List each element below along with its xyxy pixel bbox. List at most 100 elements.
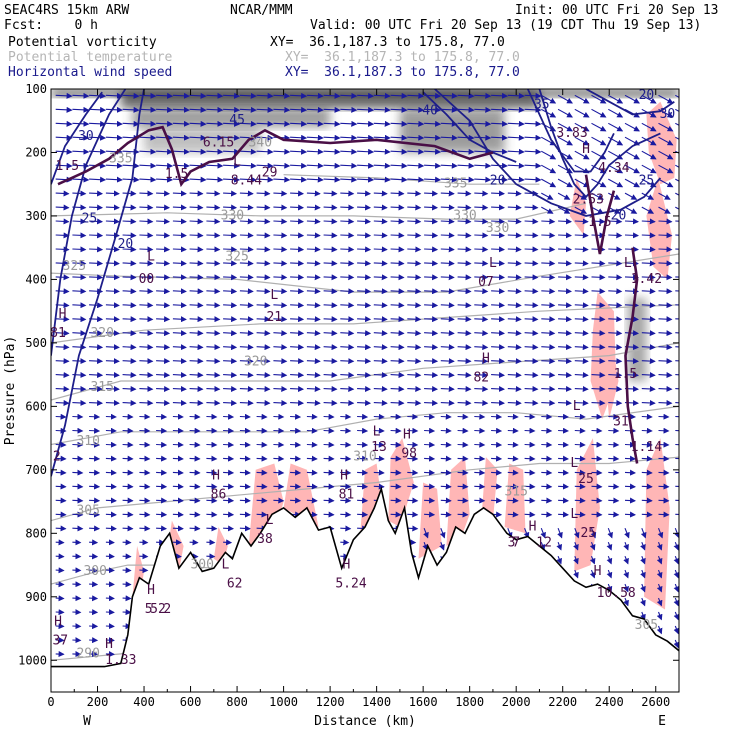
wind-vector-161 — [206, 148, 224, 155]
wind-vector-120 — [156, 134, 174, 141]
wind-vector-830 — [591, 385, 606, 392]
wind-vector-1289 — [640, 555, 646, 565]
wind-vector-1015 — [507, 455, 519, 462]
wind-vector-268 — [89, 190, 104, 197]
wind-vector-1404 — [656, 597, 663, 607]
wind-vector-638 — [558, 316, 572, 323]
wind-vector-53 — [306, 106, 324, 113]
wind-vector-107 — [574, 122, 590, 132]
wind-vector-983 — [608, 441, 620, 448]
wind-vector-734 — [256, 358, 271, 365]
wind-vector-1327 — [640, 569, 646, 579]
wind-vector-775 — [306, 372, 321, 379]
wind-vector-878 — [122, 413, 134, 420]
wind-vector-1080 — [323, 483, 335, 490]
wind-contour-20-4 — [434, 89, 662, 217]
wind-vector-819 — [407, 385, 422, 392]
wind-vector-1158 — [357, 511, 369, 518]
wind-vector-1164 — [457, 511, 469, 518]
pv-contour-2 — [624, 247, 639, 464]
wind-vector-279 — [273, 190, 288, 197]
wind-vector-981 — [574, 441, 586, 448]
wind-vector-1042 — [323, 469, 335, 476]
wind-vector-320 — [323, 204, 338, 211]
wind-vector-153 — [72, 148, 90, 155]
wind-vector-990 — [89, 455, 101, 462]
wind-vector-543 — [239, 288, 254, 295]
model-title: SEAC4RS 15km ARW — [4, 3, 130, 18]
wind-vector-980 — [558, 441, 569, 448]
wind-label-10: 45 — [229, 113, 245, 128]
plot-frame — [50, 88, 680, 693]
field-xy-wind: XY= 36.1,187.3 to 175.8, 77.0 — [285, 65, 520, 80]
wind-vector-19 — [373, 92, 391, 99]
wind-vector-114 — [55, 134, 73, 141]
wind-vector-91 — [306, 120, 324, 127]
wind-vector-212 — [424, 162, 442, 169]
wind-vector-88 — [256, 120, 274, 127]
wind-vector-857 — [407, 399, 422, 406]
wind-vector-365 — [440, 218, 455, 225]
wind-vector-995 — [172, 455, 184, 462]
wind-vector-744 — [424, 358, 439, 365]
wind-vector-240 — [256, 176, 274, 183]
wind-vector-876 — [89, 413, 101, 420]
wind-vector-684 — [55, 344, 70, 351]
wind-vector-1245 — [539, 542, 546, 551]
wind-vector-1480 — [656, 625, 663, 635]
wind-vector-548 — [323, 288, 338, 295]
wind-vector-1027 — [72, 469, 84, 476]
theta-label-7: 330 — [221, 208, 244, 223]
wind-vector-94 — [357, 120, 375, 127]
wind-vector-551 — [373, 288, 388, 295]
wind-vector-183 — [574, 150, 590, 160]
pv-label-32: 2 — [163, 602, 171, 617]
wind-vector-498 — [122, 274, 137, 281]
wind-vector-725 — [105, 358, 120, 365]
theta-contour-305 — [51, 456, 679, 522]
x-tick-label-13: 2600 — [641, 695, 670, 709]
wind-vector-738 — [323, 358, 338, 365]
wind-vector-659 — [273, 330, 288, 337]
wind-vector-576 — [156, 302, 171, 309]
wind-vector-104 — [524, 120, 542, 127]
pv-label-25: 81 — [339, 488, 355, 503]
theta-contour-320 — [51, 304, 679, 344]
wind-vector-89 — [273, 120, 291, 127]
wind-vector-1017 — [541, 455, 553, 462]
wind-vector-1045 — [373, 469, 385, 476]
wind-vector-287 — [407, 190, 422, 197]
wind-vector-378 — [658, 218, 673, 225]
wind-vector-439 — [407, 246, 422, 253]
wind-vector-34 — [624, 94, 640, 104]
wind-vector-1021 — [608, 455, 620, 462]
wind-vector-455 — [675, 248, 679, 250]
wind-vector-1067 — [105, 483, 117, 490]
wind-vector-17 — [340, 92, 358, 99]
hl-mark-19: H — [105, 637, 113, 652]
wind-vector-760 — [55, 372, 70, 379]
wind-vector-83 — [172, 120, 190, 127]
wind-vector-1051 — [474, 469, 486, 476]
wind-vector-1094 — [558, 483, 569, 490]
wind-vector-624 — [323, 316, 338, 323]
wind-vector-894 — [390, 413, 402, 420]
wind-vector-363 — [407, 218, 422, 225]
wind-vector-1157 — [340, 511, 352, 518]
wind-vector-531 — [675, 276, 679, 278]
wind-vector-1003 — [306, 455, 318, 462]
wind-vector-1009 — [407, 455, 419, 462]
wind-vector-799 — [72, 385, 87, 392]
wind-vector-388 — [189, 232, 204, 239]
wind-vector-554 — [424, 288, 439, 295]
field-xy-theta: XY= 36.1,187.3 to 175.8, 77.0 — [285, 50, 520, 65]
wind-vector-935 — [440, 427, 452, 434]
wind-vector-831 — [608, 385, 623, 392]
wind-vector-281 — [306, 190, 321, 197]
wind-vector-188 — [658, 150, 674, 160]
wind-vector-1029 — [105, 469, 117, 476]
wind-vector-1146 — [156, 511, 168, 518]
wind-vector-325 — [407, 204, 422, 211]
cloud-region-17 — [604, 323, 619, 420]
wind-vector-728 — [156, 358, 171, 365]
